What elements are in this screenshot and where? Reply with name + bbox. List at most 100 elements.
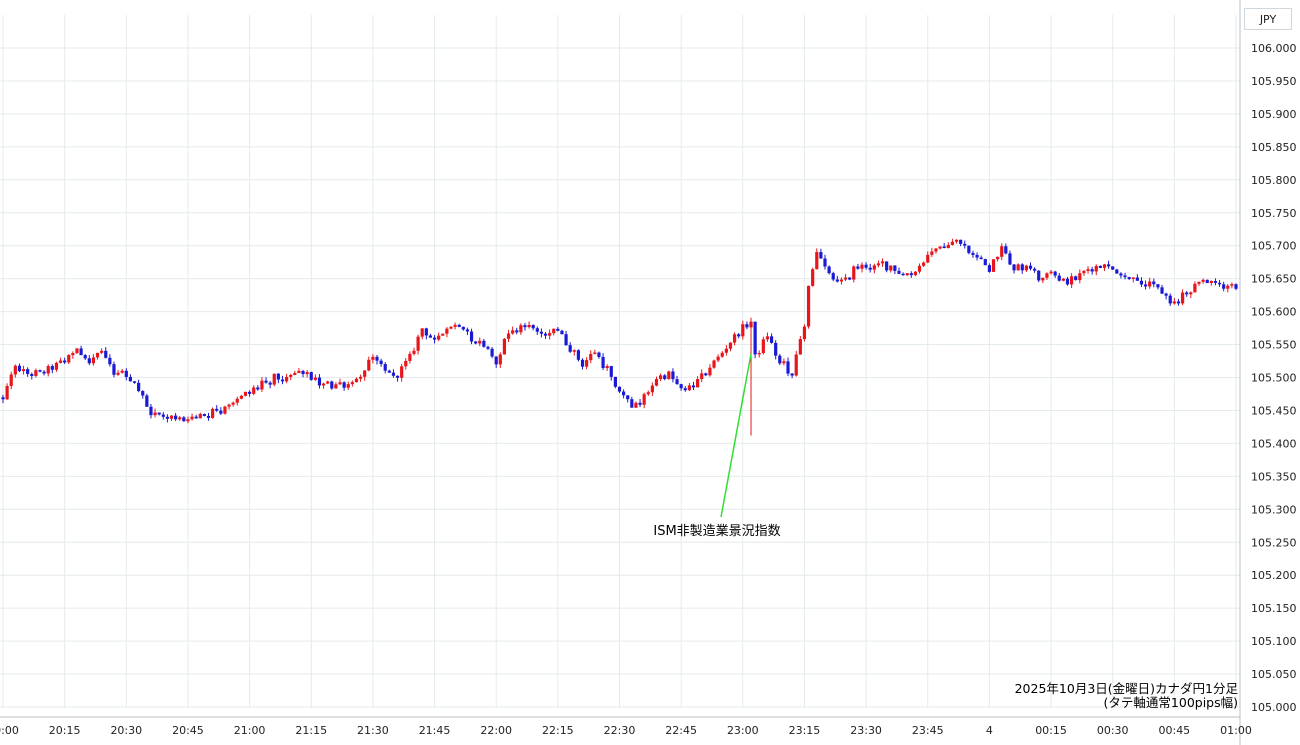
- candle-body: [897, 270, 901, 274]
- candle-body: [437, 335, 441, 340]
- candle-body: [876, 263, 881, 266]
- candle-body: [1049, 271, 1053, 274]
- candle-body: [794, 354, 798, 376]
- candle-body: [839, 279, 844, 282]
- x-tick-label: 20:30: [110, 724, 142, 737]
- candle-body: [186, 419, 190, 422]
- candle-body: [872, 265, 876, 270]
- candle-body: [26, 369, 30, 374]
- candle-body: [1127, 277, 1131, 279]
- candle-body: [120, 370, 124, 373]
- candle-body: [124, 370, 128, 377]
- candle-body: [301, 370, 305, 375]
- candle-body: [1053, 271, 1057, 276]
- candle-body: [248, 391, 252, 394]
- y-tick-label: 105.750: [1251, 207, 1297, 220]
- candle-body: [169, 415, 174, 419]
- y-tick-label: 105.800: [1251, 174, 1297, 187]
- candle-body: [568, 345, 572, 352]
- y-tick-label: 105.050: [1251, 668, 1297, 681]
- x-tick-label: 22:45: [665, 724, 697, 737]
- candle-body: [819, 252, 823, 259]
- candle-body: [531, 324, 535, 329]
- candle-body: [38, 370, 42, 372]
- candle-body: [765, 336, 770, 340]
- candle-body: [334, 384, 338, 389]
- x-tick-label: 20:45: [172, 724, 204, 737]
- y-tick-label: 105.850: [1251, 141, 1297, 154]
- candle-body: [630, 399, 634, 408]
- candle-body: [1234, 284, 1238, 289]
- candle-body: [141, 391, 145, 396]
- candle-body: [880, 261, 885, 264]
- candle-body: [1176, 301, 1181, 304]
- candle-body: [806, 285, 811, 327]
- candle-body: [395, 375, 400, 378]
- candle-body: [589, 353, 593, 361]
- candle-body: [9, 374, 13, 386]
- candle-body: [58, 360, 63, 363]
- candle-body: [1106, 264, 1111, 267]
- candle-body: [1205, 279, 1209, 284]
- candle-body: [1168, 295, 1172, 304]
- candle-body: [856, 266, 860, 269]
- candle-body: [617, 386, 622, 392]
- candle-body: [1217, 282, 1222, 285]
- candle-body: [926, 254, 930, 263]
- candle-body: [712, 360, 716, 368]
- candle-body: [527, 324, 531, 328]
- x-tick-label: 22:30: [604, 724, 636, 737]
- candle-body: [585, 360, 589, 367]
- candle-body: [741, 324, 745, 337]
- candle-body: [190, 416, 194, 420]
- candle-body: [330, 381, 334, 389]
- annotation-pointer-line: [720, 353, 752, 518]
- y-tick-label: 105.550: [1251, 339, 1297, 352]
- y-tick-label: 105.350: [1251, 470, 1297, 483]
- candle-body: [305, 372, 309, 375]
- candle-body: [1016, 264, 1020, 271]
- candle-body: [354, 378, 359, 383]
- candle-body: [950, 241, 955, 245]
- candle-body: [211, 408, 215, 418]
- candle-body: [1230, 284, 1234, 286]
- candle-body: [116, 372, 120, 375]
- candle-body: [732, 334, 737, 343]
- x-tick-label: 20:00: [0, 724, 19, 737]
- candle-body: [91, 357, 96, 364]
- candle-body: [753, 321, 757, 355]
- y-tick-label: 105.450: [1251, 404, 1297, 417]
- candle-body: [284, 376, 289, 382]
- candle-body: [1123, 275, 1127, 278]
- candle-body: [5, 385, 9, 400]
- candle-body: [852, 266, 856, 280]
- candle-body: [613, 376, 617, 387]
- x-tick-label: 21:30: [357, 724, 389, 737]
- candle-body: [338, 382, 342, 385]
- candle-body: [404, 360, 408, 367]
- candle-body: [441, 333, 445, 336]
- candle-body: [1070, 276, 1074, 285]
- candle-body: [412, 350, 416, 354]
- candle-body: [502, 338, 507, 355]
- candle-body: [959, 239, 963, 244]
- y-tick-label: 105.950: [1251, 75, 1297, 88]
- candle-body: [893, 265, 897, 271]
- candle-body: [983, 259, 987, 266]
- x-tick-label: 23:45: [912, 724, 944, 737]
- candle-body: [634, 402, 638, 408]
- candle-body: [326, 381, 330, 384]
- candle-body: [905, 273, 909, 276]
- candle-body: [638, 402, 642, 405]
- candle-body: [1189, 292, 1193, 295]
- candle-body: [1078, 273, 1082, 281]
- candle-body: [515, 330, 519, 333]
- candle-body: [252, 387, 256, 394]
- candle-body: [848, 277, 852, 280]
- candle-body: [42, 371, 46, 374]
- candle-body: [659, 375, 663, 379]
- candle-body: [934, 248, 938, 252]
- candle-body: [535, 328, 539, 332]
- candle-body: [782, 361, 786, 364]
